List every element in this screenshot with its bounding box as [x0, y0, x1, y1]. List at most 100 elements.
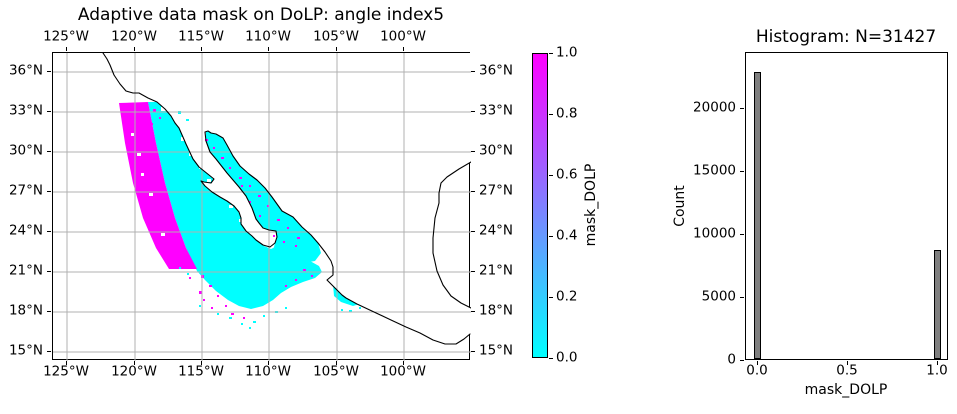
histogram-axes — [745, 52, 948, 360]
map-lat-tick-label-left: 36°N — [8, 62, 43, 79]
histogram-xtick — [757, 361, 758, 365]
map-lat-tick-label-left: 18°N — [8, 302, 43, 319]
map-lon-tick-top — [134, 47, 135, 51]
map-lat-tick-label-left: 30°N — [8, 142, 43, 159]
histogram-ytick — [740, 297, 744, 298]
map-lat-tick-label-right: 21°N — [479, 262, 514, 279]
map-lon-tick-label-bottom: 120°W — [111, 363, 157, 380]
map-lat-tick-label-left: 24°N — [8, 222, 43, 239]
map-lat-tick-right — [471, 151, 475, 152]
map-lat-tick-right — [471, 111, 475, 112]
map-lon-tick-label-bottom: 100°W — [380, 363, 426, 380]
land-polygon — [103, 53, 471, 344]
map-lat-tick-label-left: 15°N — [8, 342, 43, 359]
colorbar-tick-label: 0.6 — [556, 166, 578, 183]
map-lat-tick-label-right: 27°N — [479, 182, 514, 199]
histogram-title: Histogram: N=31427 — [755, 27, 937, 47]
histogram-bar — [934, 250, 941, 359]
map-lat-tick-left — [47, 71, 51, 72]
colorbar-tick — [549, 53, 553, 54]
swath-unmasked-polygon — [148, 102, 322, 309]
colorbar-tick — [549, 297, 553, 298]
map-lon-tick-label-top: 115°W — [178, 28, 224, 45]
histogram-ytick — [740, 234, 744, 235]
map-lat-tick-left — [47, 271, 51, 272]
map-lon-tick-label-top: 100°W — [380, 28, 426, 45]
histogram-ytick — [740, 360, 744, 361]
map-lat-tick-right — [471, 271, 475, 272]
histogram-xtick — [847, 361, 848, 365]
map-axes — [52, 52, 471, 361]
map-lon-tick-bottom — [134, 361, 135, 365]
colorbar — [532, 53, 548, 358]
map-lat-tick-right — [471, 231, 475, 232]
swath-masked-polygon — [119, 102, 197, 269]
map-lon-tick-label-top: 105°W — [313, 28, 359, 45]
map-lon-tick-top — [201, 47, 202, 51]
histogram-ylabel: Count — [672, 185, 688, 227]
histogram-xtick — [937, 361, 938, 365]
map-lat-tick-left — [47, 151, 51, 152]
map-lon-tick-label-bottom: 105°W — [313, 363, 359, 380]
map-lon-tick-bottom — [336, 361, 337, 365]
colorbar-label: mask_DOLP — [583, 163, 599, 247]
map-lat-tick-label-left: 21°N — [8, 262, 43, 279]
histogram-ytick-label: 15000 — [693, 162, 736, 179]
colorbar-tick — [549, 175, 553, 176]
map-lat-tick-label-right: 30°N — [479, 142, 514, 159]
map-lat-tick-label-left: 27°N — [8, 182, 43, 199]
map-lon-tick-top — [268, 47, 269, 51]
map-lat-tick-left — [47, 311, 51, 312]
histogram-ytick — [740, 171, 744, 172]
map-gridlines — [53, 53, 471, 361]
histogram-ytick-label: 20000 — [693, 99, 736, 116]
map-lon-tick-label-bottom: 115°W — [178, 363, 224, 380]
map-lat-tick-label-right: 36°N — [479, 62, 514, 79]
map-lat-tick-right — [471, 191, 475, 192]
map-lon-tick-top — [336, 47, 337, 51]
coastline-pacific-path — [102, 53, 471, 345]
histogram-xtick-label: 1.0 — [926, 362, 948, 379]
map-lon-tick-top — [66, 47, 67, 51]
map-lon-tick-label-top: 120°W — [111, 28, 157, 45]
colorbar-tick — [549, 114, 553, 115]
map-lat-tick-left — [47, 351, 51, 352]
map-canvas — [53, 53, 471, 361]
histogram-ytick-label: 5000 — [701, 288, 736, 305]
map-lon-tick-label-top: 110°W — [245, 28, 291, 45]
map-lat-tick-right — [471, 71, 475, 72]
map-lat-tick-label-right: 15°N — [479, 342, 514, 359]
colorbar-tick — [549, 236, 553, 237]
histogram-ytick — [740, 108, 744, 109]
colorbar-tick-label: 0.4 — [556, 227, 578, 244]
map-lon-tick-bottom — [66, 361, 67, 365]
map-lat-tick-label-right: 24°N — [479, 222, 514, 239]
map-lon-tick-top — [403, 47, 404, 51]
map-lon-tick-label-bottom: 125°W — [43, 363, 89, 380]
map-lon-tick-bottom — [268, 361, 269, 365]
map-lat-tick-left — [47, 111, 51, 112]
map-lon-tick-bottom — [201, 361, 202, 365]
map-lat-tick-right — [471, 311, 475, 312]
colorbar-tick — [549, 358, 553, 359]
map-lat-tick-left — [47, 231, 51, 232]
colorbar-tick-label: 1.0 — [556, 44, 578, 61]
coastline-gulf-of-mexico-path — [432, 161, 471, 309]
histogram-xlabel: mask_DOLP — [804, 382, 888, 398]
map-lat-tick-right — [471, 351, 475, 352]
histogram-xtick-label: 0.0 — [746, 362, 768, 379]
colorbar-tick-label: 0.0 — [556, 349, 578, 366]
map-lat-tick-label-right: 33°N — [479, 102, 514, 119]
histogram-bar — [754, 72, 761, 359]
map-lon-tick-label-top: 125°W — [43, 28, 89, 45]
map-lon-tick-label-bottom: 110°W — [245, 363, 291, 380]
histogram-ytick-label: 10000 — [693, 225, 736, 242]
colorbar-tick-label: 0.2 — [556, 288, 578, 305]
histogram-ytick-label: 0 — [727, 351, 736, 368]
gulf-unmasked-polygon — [206, 131, 321, 263]
map-lat-tick-label-left: 33°N — [8, 102, 43, 119]
map-lon-tick-bottom — [403, 361, 404, 365]
histogram-xtick-label: 0.5 — [836, 362, 858, 379]
map-lat-tick-label-right: 18°N — [479, 302, 514, 319]
colorbar-tick-label: 0.8 — [556, 105, 578, 122]
